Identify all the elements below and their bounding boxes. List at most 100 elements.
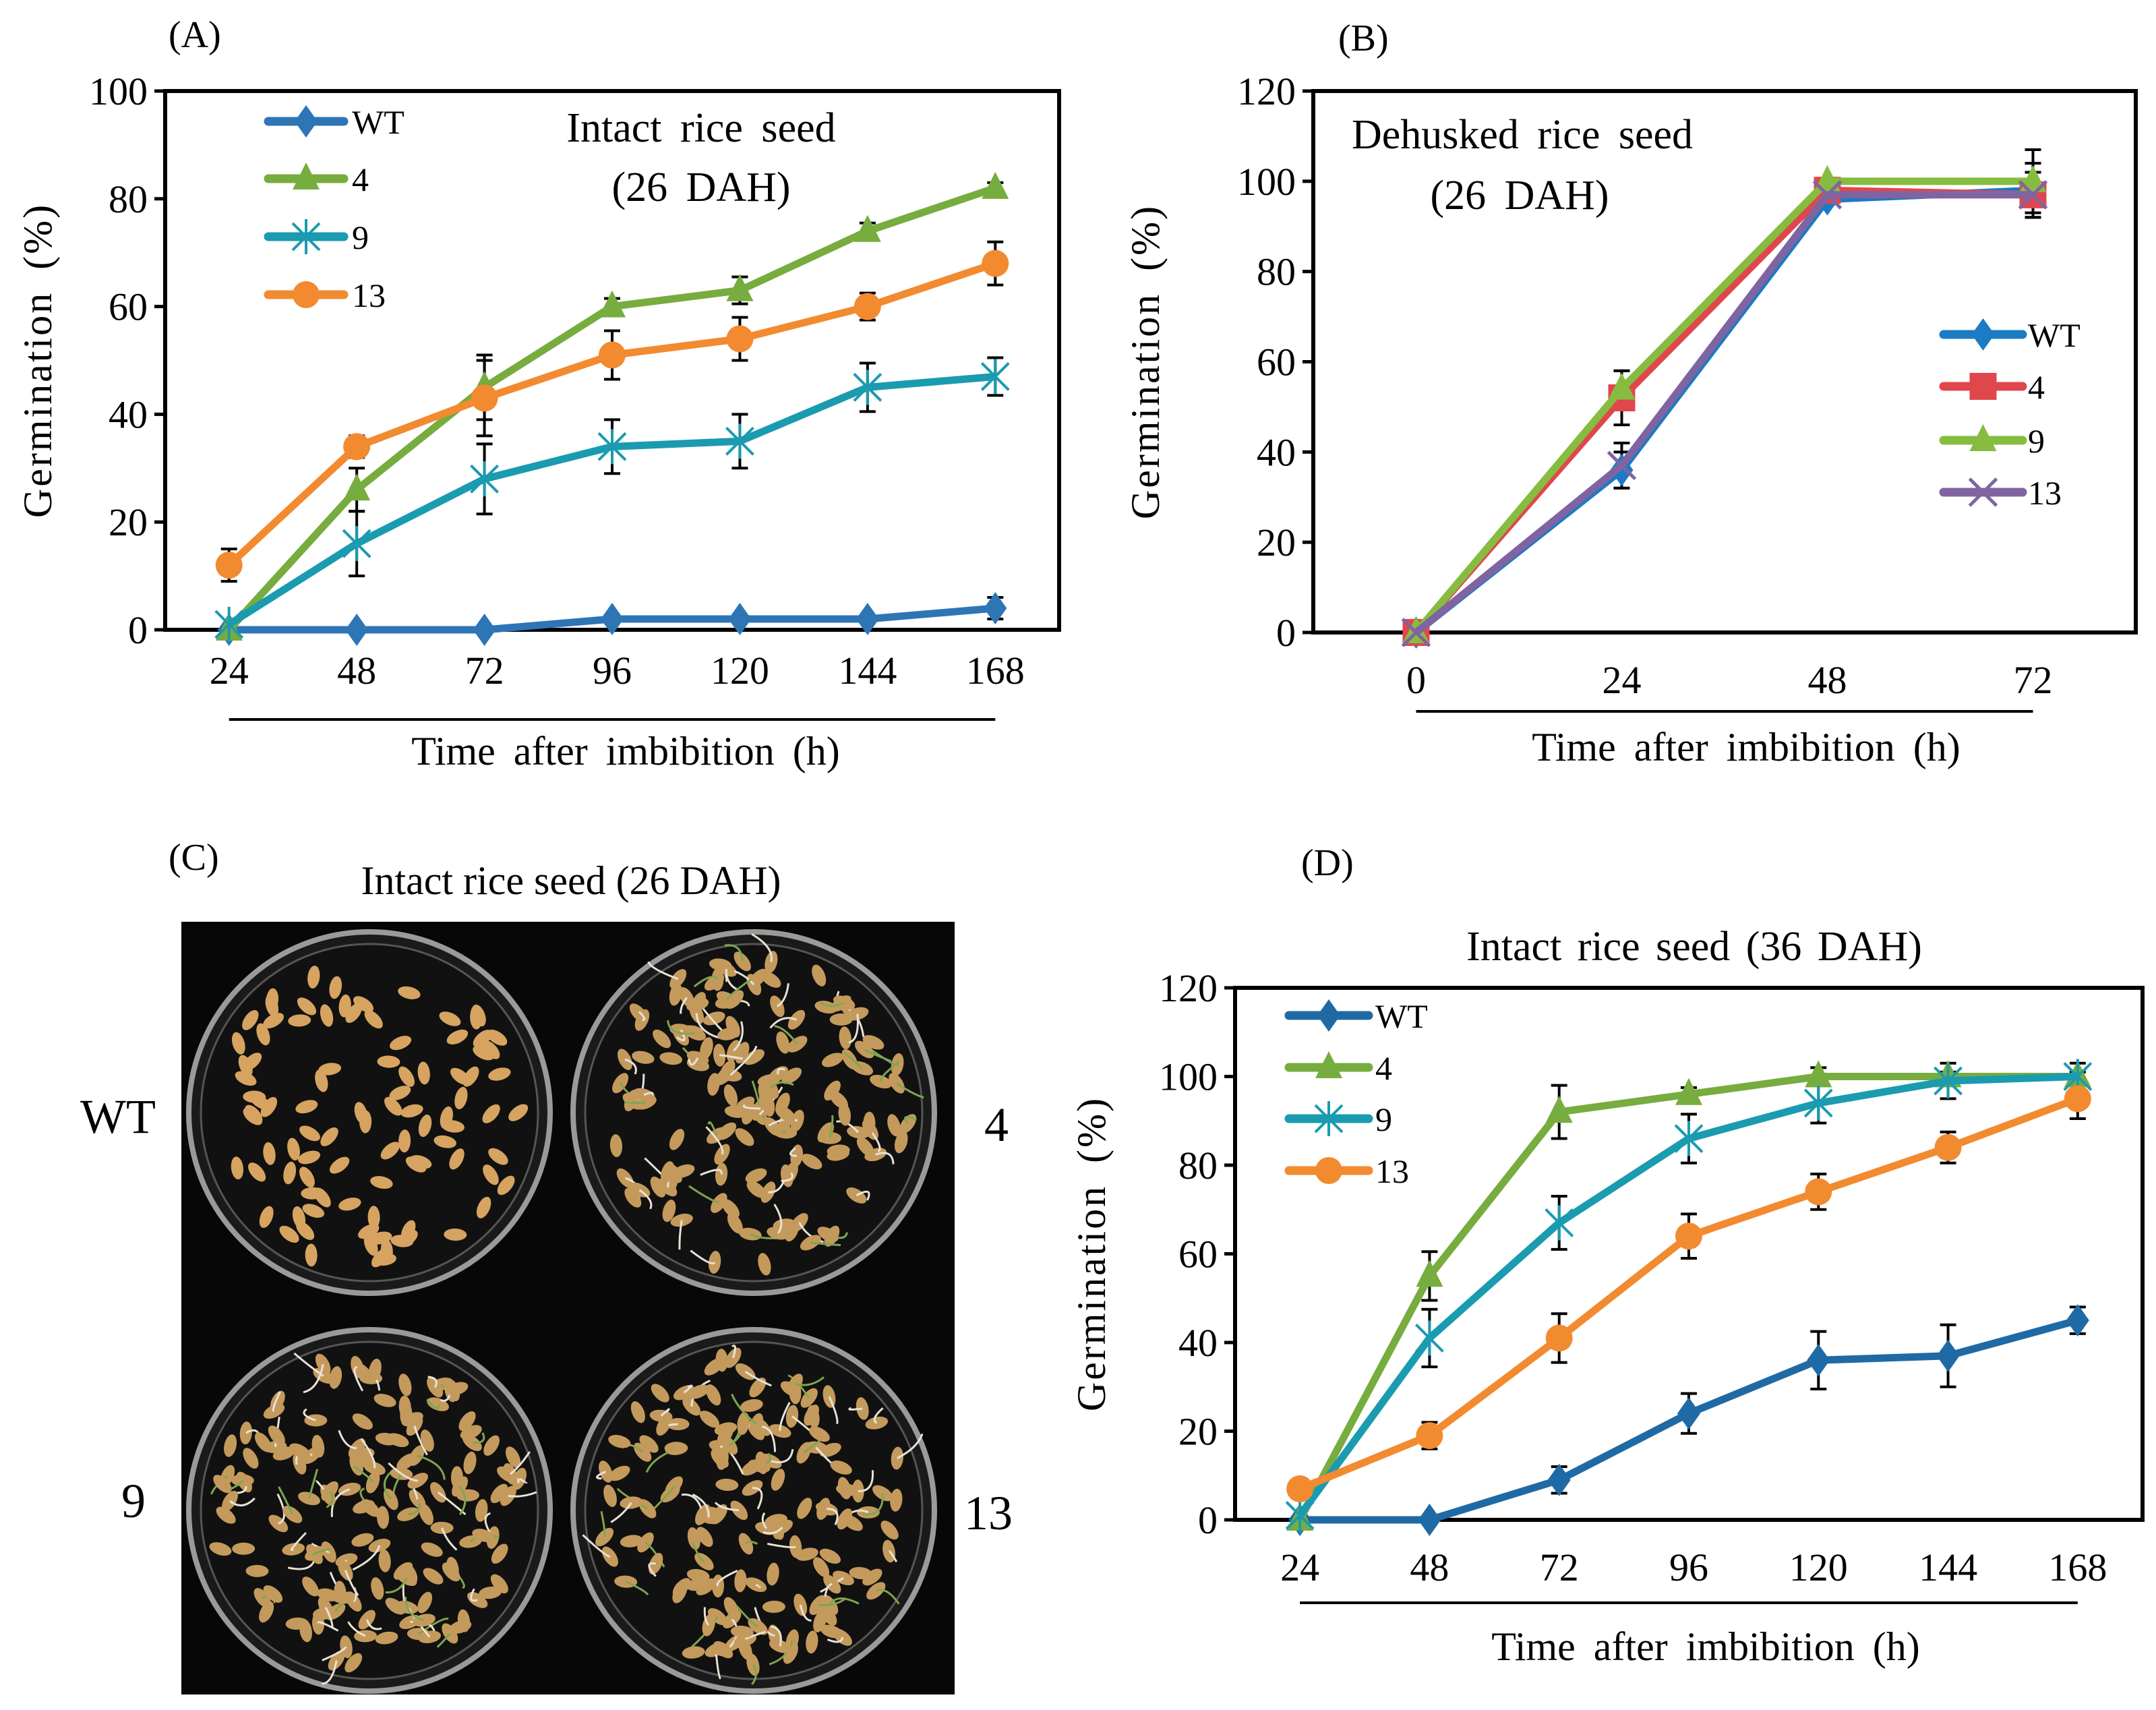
rice-seed	[398, 1129, 411, 1153]
seedling-sprout	[416, 1454, 446, 1480]
circle-marker	[471, 384, 498, 412]
rice-seed	[297, 997, 317, 1015]
seedling-sprout	[388, 1462, 418, 1482]
y-tick-label: 20	[1178, 1410, 1218, 1454]
seedling-sprout	[843, 1051, 863, 1069]
seedling-sprout	[472, 1432, 485, 1444]
seedling-sprout	[688, 1185, 719, 1204]
y-tick-label: 60	[1257, 341, 1296, 384]
rice-seed	[475, 1499, 488, 1522]
rice-seed	[248, 1162, 266, 1182]
seedling-sprout	[653, 1485, 676, 1510]
rice-seed	[384, 1096, 402, 1116]
plot-annotation: Intact rice seed	[566, 105, 835, 151]
panel-label: (D)	[1301, 842, 1354, 884]
seedling-sprout	[688, 1057, 699, 1066]
rice-seed	[842, 1514, 863, 1531]
rice-seed	[329, 976, 342, 999]
rice-seed	[727, 1212, 743, 1234]
rice-seed	[367, 1206, 380, 1229]
rice-seed	[775, 1092, 790, 1115]
x-tick-label: 24	[1280, 1545, 1319, 1589]
seedling-sprout	[326, 1490, 334, 1508]
circle-marker	[293, 281, 320, 308]
x-marker	[2018, 180, 2048, 210]
rice-seed	[745, 1168, 767, 1183]
rice-seed	[806, 1630, 818, 1654]
rice-seed	[669, 1129, 685, 1150]
seedling-sprout	[404, 1597, 425, 1622]
seedling-sprout	[829, 1115, 834, 1139]
rice-seed	[737, 1412, 750, 1435]
rice-seed	[460, 1425, 482, 1440]
rice-seed	[609, 1134, 623, 1158]
rice-seed	[632, 1051, 655, 1064]
dish-inner	[200, 943, 539, 1282]
rice-seed	[302, 1204, 325, 1218]
seedling-sprout	[767, 1542, 796, 1549]
triangle-marker	[1675, 1078, 1702, 1105]
seedling-sprout	[385, 1577, 408, 1594]
rice-seed	[894, 1131, 908, 1154]
x-tick-label: 144	[1919, 1545, 1977, 1589]
rice-seed	[295, 1100, 318, 1114]
seedling-sprout	[779, 1402, 791, 1432]
triangle-marker	[1969, 424, 1997, 451]
legend-item-9: 9	[264, 218, 369, 256]
y-tick-label: 0	[1198, 1498, 1218, 1542]
rice-seed	[764, 1117, 782, 1136]
legend-label: WT	[1375, 997, 1428, 1035]
rice-seed	[315, 1069, 328, 1092]
series-line	[226, 184, 997, 632]
rice-seed	[801, 1154, 822, 1170]
rice-seed	[776, 1031, 790, 1054]
rice-seed	[839, 1026, 851, 1050]
rice-seed	[682, 1646, 705, 1659]
rice-seed	[488, 1148, 508, 1165]
series-line	[1414, 186, 2033, 636]
seedling-sprout	[518, 1477, 528, 1484]
seedling-sprout	[751, 1663, 757, 1685]
triangle-marker	[1416, 1260, 1443, 1287]
y-axis-title: Germination (%)	[16, 203, 60, 518]
y-tick-label: 100	[89, 69, 148, 113]
seedling-sprout	[436, 1632, 451, 1648]
seedling-sprout	[690, 1249, 716, 1265]
legend-label: 4	[1375, 1049, 1392, 1087]
x-axis-title: Time after imbibition (h)	[1491, 1624, 1919, 1669]
rice-seed	[320, 1004, 334, 1027]
diamond-marker	[1677, 1397, 1700, 1430]
seedling-sprout	[638, 1011, 646, 1022]
rice-seed	[710, 1643, 733, 1657]
rice-seed	[299, 1125, 320, 1142]
asterisk-marker	[597, 429, 627, 465]
asterisk-marker	[725, 423, 754, 459]
series-13	[1401, 180, 2048, 647]
series-13	[1286, 1085, 2091, 1502]
rice-seed	[398, 1374, 412, 1396]
triangle-marker	[599, 290, 626, 318]
seedling-sprout	[667, 1020, 696, 1035]
rice-seed	[345, 1653, 363, 1673]
x-tick-label: 168	[966, 649, 1025, 692]
seedling-sprout	[668, 1423, 678, 1426]
y-tick-label: 100	[1159, 1055, 1218, 1099]
rice-seed	[812, 964, 827, 986]
seedling-sprout	[731, 1393, 757, 1425]
seedling-sprout	[317, 1621, 339, 1632]
rice-seed	[268, 1425, 285, 1446]
legend-label: 13	[2028, 474, 2062, 512]
rice-seed	[242, 1009, 259, 1030]
rice-seed	[735, 1128, 754, 1146]
seedling-sprout	[338, 1429, 357, 1450]
rice-seed	[717, 1122, 737, 1140]
rice-seed	[329, 1366, 342, 1389]
circle-marker	[1315, 1157, 1342, 1184]
rice-seed	[824, 1080, 841, 1101]
seedling-sprout	[729, 1045, 758, 1076]
seedling-sprout	[774, 1025, 798, 1045]
seedling-sprout	[458, 1485, 467, 1516]
rice-seed	[481, 1040, 500, 1059]
chart-panel-d: (D) 0 20 40 60 80 100 120 24 48 72 96 120 144 168 Time …	[1069, 842, 2145, 1669]
rice-seed	[497, 1175, 515, 1196]
